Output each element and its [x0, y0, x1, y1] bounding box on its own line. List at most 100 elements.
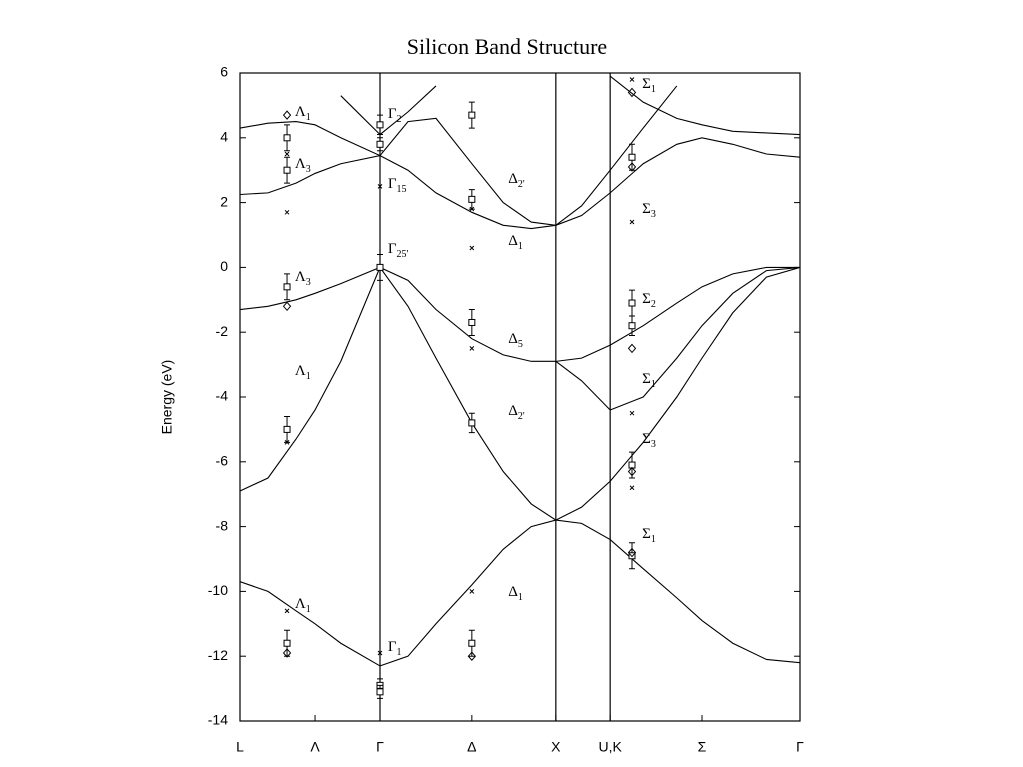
- annotation-symbol: Γ: [388, 640, 397, 656]
- square-marker: [283, 639, 291, 647]
- annotation-symbol: Γ: [388, 177, 397, 193]
- annotation-symbol: Λ: [295, 104, 306, 120]
- square-marker: [468, 195, 476, 203]
- diamond-marker: [627, 343, 637, 354]
- annotation-subscript: 3: [306, 164, 311, 175]
- diamond-marker: [282, 648, 292, 658]
- cross-marker: [469, 346, 475, 351]
- annotation-subscript: 1: [306, 112, 311, 123]
- annotation-symbol: Σ: [642, 526, 651, 542]
- diamond-marker: [282, 301, 292, 312]
- chart-title: Silicon Band Structure: [407, 34, 607, 59]
- x-tick-label: U,K: [598, 739, 622, 755]
- cross-marker: [377, 184, 383, 189]
- annotation: Λ1: [295, 104, 311, 123]
- annotation: Δ1: [508, 584, 523, 603]
- annotation: Δ2': [508, 403, 525, 422]
- diamond-marker: [627, 547, 637, 558]
- bands: [240, 75, 800, 667]
- x-tick-label: Γ: [376, 739, 384, 755]
- band-line: [240, 519, 800, 667]
- square-marker: [628, 299, 636, 307]
- annotation-subscript: 1: [397, 647, 402, 658]
- y-tick-label: -10: [208, 582, 228, 598]
- annotation-subscript: 1: [651, 379, 656, 390]
- annotation-subscript: 2': [518, 179, 525, 190]
- diamond-marker: [627, 466, 637, 477]
- annotation: Δ5: [508, 331, 523, 350]
- square-marker: [283, 134, 291, 142]
- square-marker: [376, 688, 384, 696]
- cross-marker: [284, 440, 290, 445]
- square-marker: [468, 639, 476, 647]
- square-marker: [628, 153, 636, 161]
- square-marker: [376, 140, 384, 148]
- annotation-symbol: Σ: [642, 291, 651, 307]
- annotation: Λ3: [295, 156, 311, 175]
- annotation: Σ1: [642, 76, 656, 95]
- annotation-symbol: Δ: [508, 171, 518, 187]
- annotation-subscript: 5: [518, 339, 523, 350]
- annotation: Σ2: [642, 291, 656, 310]
- y-tick-label: -14: [208, 712, 228, 728]
- annotation: Γ1: [388, 640, 402, 659]
- annotation-symbol: Λ: [295, 363, 306, 379]
- cross-marker: [629, 219, 635, 225]
- cross-marker: [284, 209, 290, 215]
- annotation-subscript: 1: [306, 604, 311, 615]
- y-tick-label: 6: [220, 64, 228, 80]
- cross-marker: [629, 485, 635, 491]
- square-marker: [376, 263, 384, 271]
- annotation: Σ1: [642, 372, 656, 391]
- x-tick-label: Σ: [698, 739, 707, 755]
- band-line: [240, 137, 800, 230]
- annotation: Δ2': [508, 171, 525, 190]
- annotation-symbol: Δ: [508, 403, 518, 419]
- cross-marker: [469, 245, 475, 251]
- diamond-marker: [627, 87, 637, 98]
- band-line: [340, 85, 437, 136]
- annotation-symbol: Γ: [388, 241, 397, 257]
- square-marker: [468, 419, 476, 427]
- band-line: [609, 75, 800, 136]
- cross-marker: [284, 151, 290, 157]
- y-tick-label: 0: [220, 258, 228, 274]
- x-tick-label: Γ: [796, 739, 804, 755]
- annotation-symbol: Σ: [642, 372, 651, 388]
- annotation-subscript: 3: [306, 277, 311, 288]
- square-marker: [283, 283, 291, 291]
- annotation: Σ3: [642, 201, 656, 220]
- annotation-symbol: Δ: [508, 234, 518, 250]
- annotation-subscript: 1: [518, 592, 523, 603]
- x-tick-label: L: [236, 739, 244, 755]
- y-tick-label: -8: [216, 517, 229, 533]
- annotation-subscript: 2': [518, 411, 525, 422]
- square-marker: [376, 121, 384, 129]
- annotation-subscript: 1: [651, 84, 656, 95]
- annotation-subscript: 1: [306, 371, 311, 382]
- square-marker: [283, 425, 291, 433]
- annotation-symbol: Δ: [508, 331, 518, 347]
- band-line: [240, 266, 800, 411]
- y-axis-label: Energy (eV): [159, 360, 175, 435]
- band-line: [240, 85, 678, 226]
- annotation: Σ3: [642, 432, 656, 451]
- annotation-symbol: Δ: [508, 584, 518, 600]
- y-tick-label: -4: [216, 388, 229, 404]
- annotation: Γ25': [388, 241, 409, 260]
- cross-marker: [629, 410, 635, 416]
- annotation-subscript: 3: [651, 209, 656, 220]
- diamond-marker: [282, 110, 292, 120]
- x-tick-label: X: [551, 739, 561, 755]
- annotation-symbol: Λ: [295, 156, 306, 172]
- annotation-subscript: 1: [518, 241, 523, 252]
- cross-marker: [377, 650, 383, 656]
- band-line: [240, 266, 800, 521]
- cross-marker: [469, 589, 475, 594]
- annotation: Γ2: [388, 107, 402, 126]
- annotation: Γ15: [388, 177, 407, 196]
- diamond-marker: [627, 162, 637, 172]
- annotation-subscript: 15: [397, 184, 407, 195]
- cross-marker: [629, 77, 635, 82]
